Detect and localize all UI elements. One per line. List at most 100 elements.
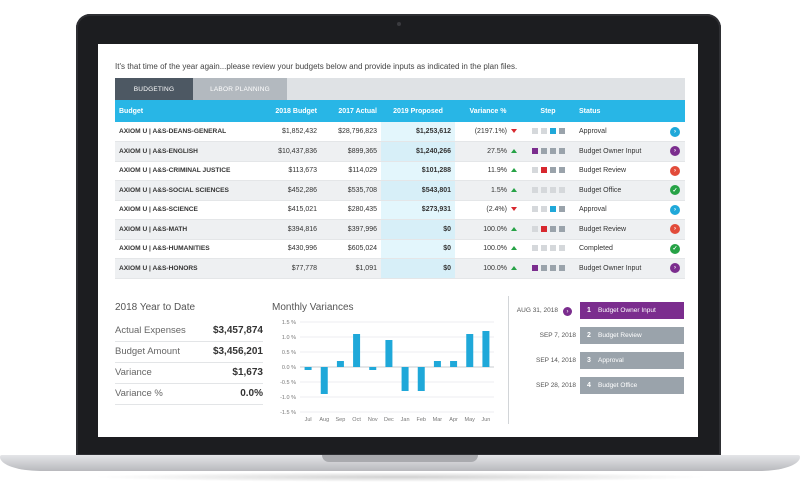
status-cell: Approval — [575, 200, 665, 220]
step-indicator — [531, 128, 565, 135]
trend-up-icon — [511, 265, 517, 270]
table-row[interactable]: AXIOM U | A&S-SOCIAL SCIENCES $452,286 $53… — [115, 180, 685, 201]
variance-value: (2197.1%) — [474, 128, 507, 135]
x-tick-label: Sep — [336, 417, 346, 423]
col-header-variance[interactable]: Variance % — [455, 100, 521, 122]
step-square — [531, 147, 538, 154]
timeline-step: AUG 31, 2018 › 1 Budget Owner Input — [510, 302, 690, 327]
budget-name-link[interactable]: AXIOM U | A&S-HONORS — [115, 258, 243, 279]
step-square — [540, 167, 547, 174]
chevron-right-icon[interactable]: › — [670, 126, 680, 137]
proposed-2019-cell: $273,931 — [381, 200, 455, 220]
timeline-step-button[interactable]: 2 Budget Review — [580, 327, 684, 344]
monthly-variances-panel: Monthly Variances 1.5 % 1.0 % 0.5 % 0.0 % -0… — [272, 302, 502, 432]
x-tick-label: Feb — [417, 417, 426, 423]
chevron-right-icon[interactable]: › — [670, 146, 680, 157]
laptop-base — [0, 455, 800, 471]
step-cell — [521, 239, 575, 259]
step-cell — [521, 122, 575, 142]
variance-cell: 100.0% — [455, 239, 521, 259]
step-square — [558, 206, 565, 213]
step-square — [549, 186, 556, 193]
actual-2017-cell: $605,024 — [321, 239, 381, 259]
chevron-right-icon[interactable]: › — [670, 224, 680, 235]
tab-labor-planning[interactable]: LABOR PLANNING — [193, 78, 287, 100]
timeline-step-number: 4 — [587, 382, 591, 389]
timeline-step-button[interactable]: 1 Budget Owner Input — [580, 302, 684, 319]
budget-name-link[interactable]: AXIOM U | A&S-DEANS-GENERAL — [115, 122, 243, 142]
bar — [304, 367, 312, 370]
proposed-2019-cell: $101,288 — [381, 161, 455, 181]
bar — [450, 361, 458, 367]
ytd-label: Actual Expenses — [115, 325, 186, 336]
proposed-2019-cell: $0 — [381, 239, 455, 259]
monthly-variances-chart: 1.5 % 1.0 % 0.5 % 0.0 % -0.5 % -1.0 % -1.5 % Ju… — [280, 320, 494, 423]
y-tick-label: 0.0 % — [282, 365, 296, 371]
step-square — [558, 186, 565, 193]
budget-2018-cell: $113,673 — [243, 161, 321, 181]
variance-cell: 1.5% — [455, 180, 521, 201]
table-row[interactable]: AXIOM U | A&S-HONORS $77,778 $1,091 $0 100.0… — [115, 258, 685, 279]
col-header-budget[interactable]: Budget — [115, 100, 243, 122]
bar — [433, 361, 441, 367]
proposed-2019-cell: $543,801 — [381, 180, 455, 201]
table-row[interactable]: AXIOM U | A&S-CRIMINAL JUSTICE $113,673 $1… — [115, 161, 685, 181]
step-square — [540, 245, 547, 252]
timeline-step-button[interactable]: 3 Approval — [580, 352, 684, 369]
timeline-step-label: Budget Office — [598, 382, 638, 389]
step-square — [558, 147, 565, 154]
variance-cell: 100.0% — [455, 258, 521, 279]
step-square — [531, 206, 538, 213]
budget-name-link[interactable]: AXIOM U | A&S-SOCIAL SCIENCES — [115, 180, 243, 201]
trend-up-icon — [511, 168, 517, 173]
proposed-2019-cell: $1,240,266 — [381, 141, 455, 162]
step-indicator — [531, 245, 565, 252]
budget-name-link[interactable]: AXIOM U | A&S-SCIENCE — [115, 200, 243, 220]
col-header-2019-proposed[interactable]: 2019 Proposed — [381, 100, 455, 122]
ytd-row: Actual Expenses $3,457,874 — [115, 321, 263, 342]
table-row[interactable]: AXIOM U | A&S-HUMANITIES $430,996 $605,024… — [115, 239, 685, 259]
proposed-2019-cell: $0 — [381, 219, 455, 240]
step-square — [540, 225, 547, 232]
laptop-notch — [322, 455, 478, 462]
step-cell — [521, 141, 575, 162]
budget-table: Budget 2018 Budget 2017 Actual 2019 Prop… — [115, 100, 685, 279]
timeline-step-number: 2 — [587, 332, 591, 339]
col-header-2017-actual[interactable]: 2017 Actual — [321, 100, 381, 122]
col-header-2018-budget[interactable]: 2018 Budget — [243, 100, 321, 122]
table-row[interactable]: AXIOM U | A&S-MATH $394,816 $397,996 $0 100.… — [115, 219, 685, 240]
col-header-step[interactable]: Step — [521, 100, 575, 122]
budget-name-link[interactable]: AXIOM U | A&S-HUMANITIES — [115, 239, 243, 259]
x-tick-label: Oct — [352, 417, 361, 423]
timeline-step-button[interactable]: 4 Budget Office — [580, 377, 684, 394]
budget-name-link[interactable]: AXIOM U | A&S-ENGLISH — [115, 141, 243, 162]
timeline-step: SEP 7, 2018 2 Budget Review — [510, 327, 690, 352]
x-tick-label: Dec — [384, 417, 394, 423]
col-header-status[interactable]: Status — [575, 100, 665, 122]
chevron-right-icon[interactable]: › — [670, 165, 680, 176]
timeline-step: SEP 14, 2018 3 Approval — [510, 352, 690, 377]
y-tick-label: 1.5 % — [282, 320, 296, 326]
actual-2017-cell: $280,435 — [321, 200, 381, 220]
tab-budgeting[interactable]: BUDGETING — [115, 78, 193, 100]
variance-value: 1.5% — [491, 186, 507, 194]
ytd-row: Budget Amount $3,456,201 — [115, 342, 263, 363]
status-cell: Approval — [575, 122, 665, 142]
chevron-right-icon[interactable]: › — [670, 204, 680, 215]
budget-name-link[interactable]: AXIOM U | A&S-CRIMINAL JUSTICE — [115, 161, 243, 181]
chevron-right-icon[interactable]: › — [670, 263, 680, 274]
y-tick-label: 0.5 % — [282, 350, 296, 356]
check-icon[interactable]: ✓ — [670, 185, 680, 196]
y-tick-label: -1.0 % — [280, 395, 296, 401]
table-row[interactable]: AXIOM U | A&S-ENGLISH $10,437,836 $899,365… — [115, 141, 685, 162]
budget-2018-cell: $10,437,836 — [243, 141, 321, 162]
check-icon[interactable]: ✓ — [670, 243, 680, 254]
intro-message: It's that time of the year again...pleas… — [115, 62, 518, 71]
table-row[interactable]: AXIOM U | A&S-DEANS-GENERAL $1,852,432 $28… — [115, 122, 685, 142]
table-row[interactable]: AXIOM U | A&S-SCIENCE $415,021 $280,435 $27… — [115, 200, 685, 220]
step-square — [558, 264, 565, 271]
budget-name-link[interactable]: AXIOM U | A&S-MATH — [115, 219, 243, 240]
trend-down-icon — [511, 207, 517, 212]
step-cell — [521, 161, 575, 181]
x-tick-label: May — [465, 417, 476, 423]
